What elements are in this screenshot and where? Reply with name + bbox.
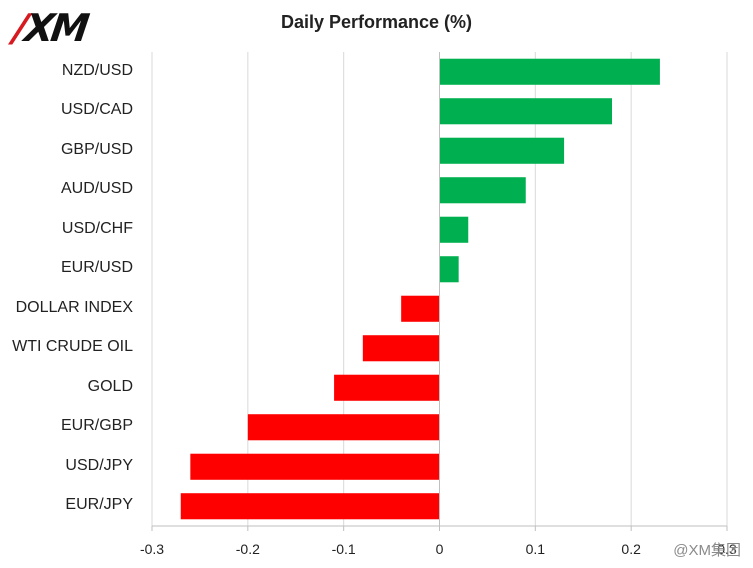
bar-nzd-usd [439, 58, 660, 85]
x-tick-label: 0.3 [717, 541, 737, 557]
category-label: WTI CRUDE OIL [12, 338, 133, 356]
category-label: DOLLAR INDEX [15, 298, 133, 316]
bar-eur-usd [439, 256, 459, 283]
bar-eur-jpy [180, 493, 440, 520]
category-label: GOLD [87, 377, 133, 395]
category-label: USD/CAD [60, 101, 133, 119]
watermark: @XM集团 [673, 542, 741, 559]
category-label: GBP/USD [60, 140, 133, 158]
category-label: EUR/USD [60, 259, 133, 277]
x-tick-label: -0.2 [235, 541, 260, 557]
category-label: EUR/GBP [60, 417, 133, 435]
category-label: USD/JPY [65, 456, 133, 474]
bar-usd-jpy [190, 453, 440, 480]
x-tick-label: 0 [435, 541, 444, 557]
bar-gold [334, 374, 440, 401]
category-label: AUD/USD [60, 180, 133, 198]
bar-eur-gbp [247, 414, 440, 441]
category-label: EUR/JPY [65, 496, 133, 514]
chart-title: Daily Performance (%) [280, 12, 473, 32]
bar-aud-usd [439, 177, 526, 204]
category-label: NZD/USD [61, 61, 133, 79]
x-tick-label: -0.1 [331, 541, 356, 557]
category-label: USD/CHF [61, 219, 133, 237]
bar-wti-crude-oil [362, 335, 440, 362]
bar-gbp-usd [439, 137, 565, 164]
x-tick-label: 0.1 [525, 541, 546, 557]
bar-usd-chf [439, 216, 469, 243]
bar-dollar-index [401, 295, 440, 322]
x-tick-label: -0.3 [139, 541, 165, 557]
x-tick-label: 0.2 [621, 541, 641, 557]
bar-usd-cad [439, 98, 612, 125]
